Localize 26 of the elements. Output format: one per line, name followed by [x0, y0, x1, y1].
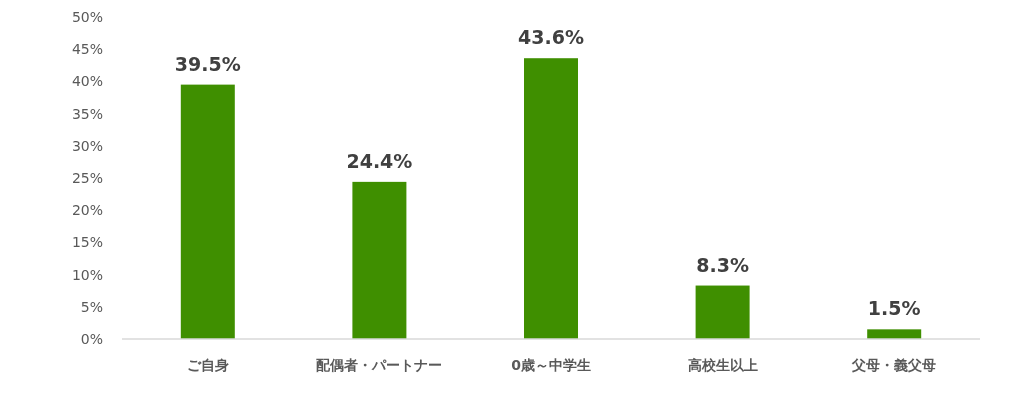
x-tick-label: 父母・義父母	[851, 357, 937, 373]
x-tick-label: 0歳～中学生	[511, 357, 591, 373]
y-tick-label: 25%	[71, 170, 103, 186]
y-tick-label: 10%	[71, 266, 103, 283]
data-label: 43.6%	[518, 26, 584, 49]
data-label: 1.5%	[867, 297, 921, 320]
data-label: 39.5%	[174, 52, 241, 75]
data-label: 24.4%	[346, 149, 413, 172]
bar	[867, 329, 922, 339]
y-tick-label: 5%	[80, 298, 103, 315]
x-tick-label: 高校生以上	[687, 357, 758, 373]
y-tick-label: 0%	[80, 331, 103, 347]
bar	[695, 285, 750, 339]
y-tick-label: 30%	[71, 137, 103, 154]
y-tick-label: 40%	[71, 73, 103, 90]
y-tick-label: 45%	[71, 41, 103, 58]
y-tick-label: 35%	[71, 105, 103, 122]
bar	[524, 58, 578, 339]
bar	[180, 84, 235, 339]
y-tick-label: 50%	[71, 9, 103, 25]
x-tick-label: ご自身	[186, 357, 229, 373]
x-tick-label: 配偶者・パートナー	[316, 357, 443, 373]
y-tick-label: 15%	[71, 234, 103, 251]
y-tick-label: 20%	[71, 202, 103, 219]
bar	[352, 181, 407, 339]
data-label: 8.3%	[696, 253, 749, 276]
